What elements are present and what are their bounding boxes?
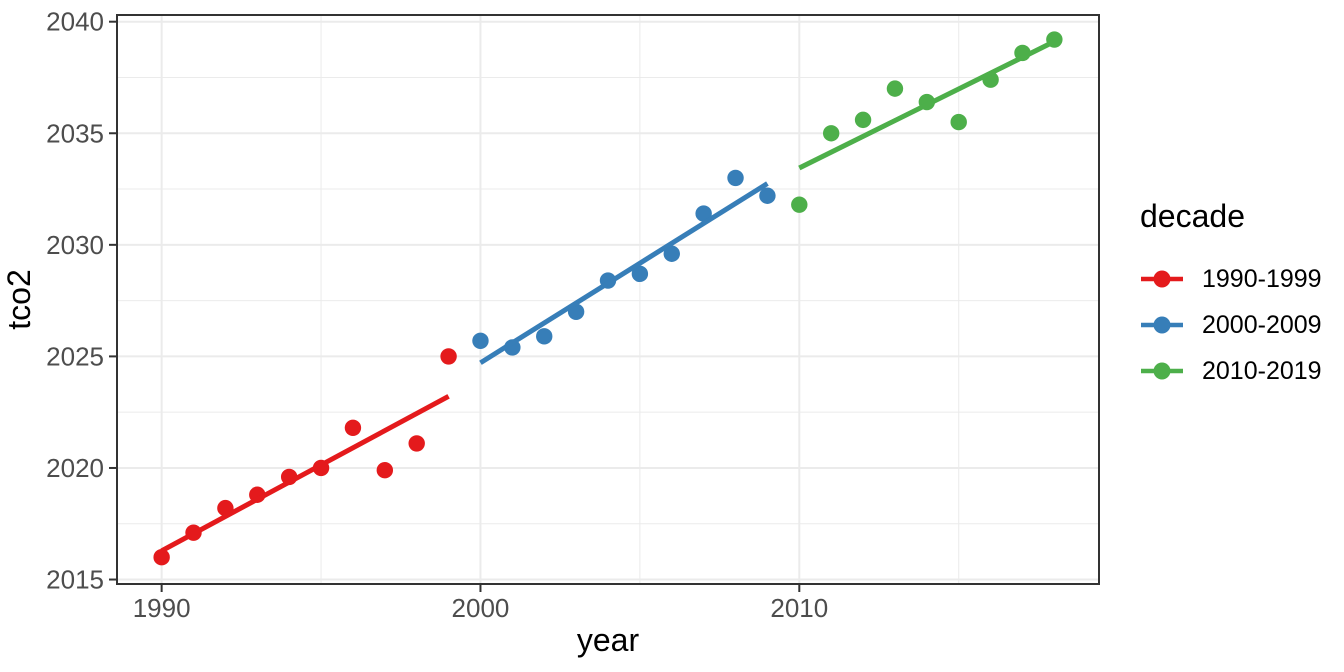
legend-key-dot [1153,362,1171,380]
y-tick-label: 2030 [46,230,104,260]
data-point [727,169,744,187]
data-point [886,80,904,97]
data-point [950,113,967,131]
legend-item-1990-1999: 1990-1999 [1140,256,1322,302]
trend-line [479,181,769,365]
data-point [695,205,712,222]
panel-border [116,14,1100,585]
data-point [153,549,170,566]
legend-key-icon [1141,316,1183,334]
series-2000-2009 [472,169,776,365]
data-point [344,419,362,437]
data-point [663,245,680,262]
series-1990-1999 [153,348,457,566]
legend-label: 1990-1999 [1202,264,1322,293]
legend: decade 1990-1999 2000-2009 2010-2019 [1140,200,1322,394]
trend-line [798,39,1056,171]
legend-item-2010-2019: 2010-2019 [1140,348,1322,394]
legend-key-icon [1141,270,1183,288]
y-tick-label: 2040 [46,7,104,37]
y-tick-label: 2020 [46,453,104,483]
y-tick-label: 2015 [46,565,104,595]
legend-label: 2000-2009 [1202,310,1322,339]
data-point [440,348,457,365]
legend-title: decade [1140,198,1245,234]
data-point [854,111,872,129]
legend-item-2000-2009: 2000-2009 [1140,302,1322,348]
series-2010-2019 [791,31,1063,213]
legend-key-icon [1141,362,1183,380]
y-tick-label: 2035 [46,118,104,148]
data-point [631,265,649,283]
legend-label: 2010-2019 [1202,356,1322,385]
data-point [822,125,840,142]
y-axis-title: tco2 [1,269,37,329]
x-axis-title: year [577,622,640,658]
legend-key-dot [1153,316,1171,334]
data-point [472,332,489,349]
x-tick-label: 2000 [452,593,510,623]
legend-key-dot [1153,270,1171,288]
data-point [536,328,553,345]
data-point [408,435,425,452]
data-point [759,187,776,204]
legend-items: 1990-1999 2000-2009 2010-2019 [1140,256,1322,394]
data-point [791,196,808,213]
x-tick-label: 1990 [133,593,191,623]
trend-line [160,394,450,553]
x-tick-label: 2010 [770,593,828,623]
data-point [376,462,394,479]
y-tick-label: 2025 [46,341,104,371]
